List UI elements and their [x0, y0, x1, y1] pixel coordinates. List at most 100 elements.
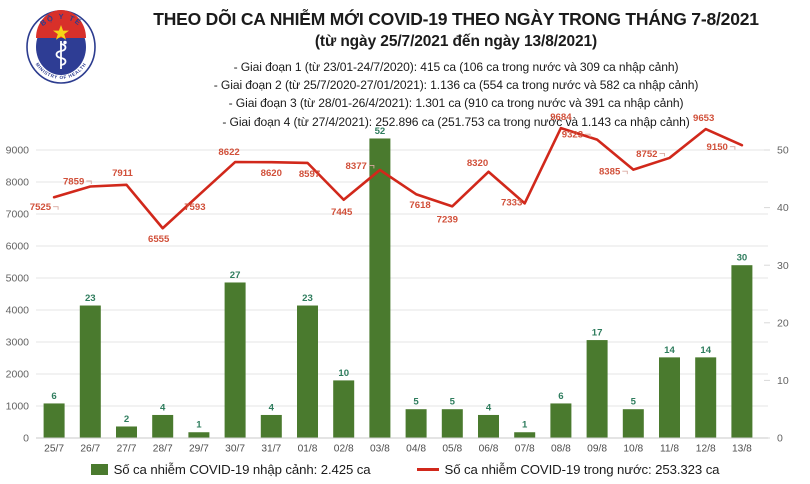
right-axis-tick: 40 — [777, 202, 789, 214]
left-axis-tick: 1000 — [6, 401, 30, 413]
x-axis-tick: 08/8 — [551, 444, 571, 455]
line-value-labels: 7525 7859 7911 6555 7593 8622 8620 8597 7445 8377… — [30, 112, 728, 245]
bar — [659, 357, 680, 438]
left-axis-tick: 7000 — [6, 209, 30, 221]
line-value-label: 9653 — [693, 113, 714, 124]
ministry-of-health-logo: BỘ Y TẾ MINISTRY OF HEALTH — [18, 8, 104, 86]
line-value-label: 8320 — [467, 158, 488, 169]
bar — [152, 414, 174, 438]
line-swatch-icon — [416, 468, 439, 471]
bar-value-label: 27 — [230, 270, 241, 281]
bar-value-label: 14 — [700, 345, 711, 356]
x-axis-tick: 12/8 — [696, 444, 716, 455]
x-axis-tick: 05/8 — [442, 444, 462, 455]
right-axis-tick: 10 — [777, 375, 789, 387]
left-axis-tick: 3000 — [6, 337, 30, 349]
bar-series — [43, 138, 753, 439]
line-value-label: 8385 — [599, 167, 621, 178]
chart-legend: Số ca nhiễm COVID-19 nhập cảnh: 2.425 ca… — [0, 462, 810, 477]
right-axis-tick: 30 — [777, 260, 789, 272]
x-axis-tick: 06/8 — [479, 444, 499, 455]
bar-value-label: 6 — [51, 391, 56, 402]
bar — [333, 380, 355, 438]
x-axis-tick: 01/8 — [298, 444, 318, 455]
x-axis-tick: 25/7 — [44, 444, 64, 455]
x-axis-tick: 30/7 — [225, 444, 245, 455]
bar — [514, 432, 536, 438]
bar-value-label: 4 — [160, 402, 166, 413]
legend-item-imported: Số ca nhiễm COVID-19 nhập cảnh: 2.425 ca — [90, 462, 371, 477]
right-axis-tick: 20 — [777, 317, 789, 329]
line-series — [52, 126, 744, 230]
x-axis-tick: 02/8 — [334, 444, 354, 455]
line-value-label: 8752 — [636, 149, 657, 160]
line-value-label: 8597 — [299, 169, 320, 180]
bar — [586, 340, 608, 438]
bar — [622, 409, 644, 438]
bar-value-labels: 6 23 2 4 1 27 4 23 10 52 5 5 4 1 6 17 5 14 14 30 — [51, 126, 747, 431]
line-value-label: 7333 — [501, 197, 522, 208]
legend-item-domestic: Số ca nhiễm COVID-19 trong nước: 253.323… — [416, 462, 720, 477]
bar — [550, 403, 572, 438]
bar-swatch-icon — [90, 464, 108, 475]
phase-list: - Giai đoạn 1 (từ 23/01-24/7/2020): 415 … — [118, 58, 794, 132]
line-value-label: 8377 — [346, 161, 367, 172]
chart-title: THEO DÕI CA NHIỄM MỚI COVID-19 THEO NGÀY… — [153, 9, 759, 29]
bar-value-label: 5 — [413, 397, 419, 408]
x-axis-tick: 29/7 — [189, 444, 209, 455]
left-axis-tick: 4000 — [6, 305, 30, 317]
line-value-label: 7525 — [30, 202, 52, 213]
bar-value-label: 4 — [486, 402, 492, 413]
line-value-label: 7593 — [184, 202, 205, 213]
legend-label-imported: Số ca nhiễm COVID-19 nhập cảnh: 2.425 ca — [113, 462, 371, 477]
bar — [79, 305, 101, 438]
x-axis-tick: 31/7 — [261, 444, 281, 455]
line-value-label: 8622 — [218, 147, 239, 158]
line-value-label: 6555 — [148, 234, 170, 245]
left-axis-tick: 0 — [23, 433, 29, 445]
line-value-label: 7911 — [112, 168, 133, 179]
bar — [297, 305, 318, 438]
right-axis-ticks: 0 10 20 30 40 50 — [777, 145, 789, 445]
phase-line-3: - Giai đoạn 3 (từ 28/01-26/4/2021): 1.30… — [228, 96, 684, 111]
bar-value-label: 5 — [631, 397, 637, 408]
right-axis-tick: 0 — [777, 433, 783, 445]
left-axis-tick: 2000 — [6, 369, 30, 381]
left-axis-tick: 8000 — [6, 177, 30, 189]
left-axis-ticks: 0 1000 2000 3000 4000 5000 6000 7000 8000 9000 — [6, 145, 30, 445]
bar-value-label: 23 — [85, 293, 96, 304]
bar-value-label: 2 — [124, 414, 129, 425]
bar — [441, 409, 463, 438]
x-axis-tick: 04/8 — [406, 444, 426, 455]
chart-subtitle: (từ ngày 25/7/2021 đến ngày 13/8/2021) — [314, 33, 598, 51]
bar — [188, 432, 210, 438]
bar — [43, 403, 65, 438]
x-axis-tick: 03/8 — [370, 444, 390, 455]
bar-value-label: 5 — [450, 397, 456, 408]
bar-value-label: 1 — [522, 420, 528, 431]
bar — [260, 414, 282, 438]
x-axis-tick: 13/8 — [732, 444, 752, 455]
x-axis-tick: 07/8 — [515, 444, 535, 455]
bar-value-label: 23 — [302, 293, 313, 304]
chart-header: THEO DÕI CA NHIỄM MỚI COVID-19 THEO NGÀY… — [118, 8, 794, 131]
left-axis-tick: 9000 — [6, 145, 30, 157]
bar — [695, 357, 717, 438]
line-value-label: 7859 — [63, 177, 84, 188]
bar-value-label: 10 — [338, 368, 349, 379]
line-path — [52, 126, 744, 230]
bar-value-label: 30 — [737, 253, 748, 264]
x-axis-tick: 09/8 — [587, 444, 607, 455]
bar-value-label: 14 — [664, 345, 675, 356]
bar — [224, 282, 246, 438]
line-value-label: 9323 — [562, 130, 583, 141]
phase-line-2: - Giai đoạn 2 (từ 25/7/2020-27/01/2021):… — [213, 77, 699, 92]
line-label-leaders — [53, 133, 736, 210]
bar — [405, 409, 427, 438]
right-axis-tick: 50 — [777, 145, 789, 157]
phase-line-4: - Giai đoạn 4 (từ 27/4/2021): 252.896 ca… — [222, 114, 690, 129]
bar — [369, 138, 391, 439]
line-value-label: 7445 — [331, 207, 353, 218]
bar — [731, 265, 753, 438]
